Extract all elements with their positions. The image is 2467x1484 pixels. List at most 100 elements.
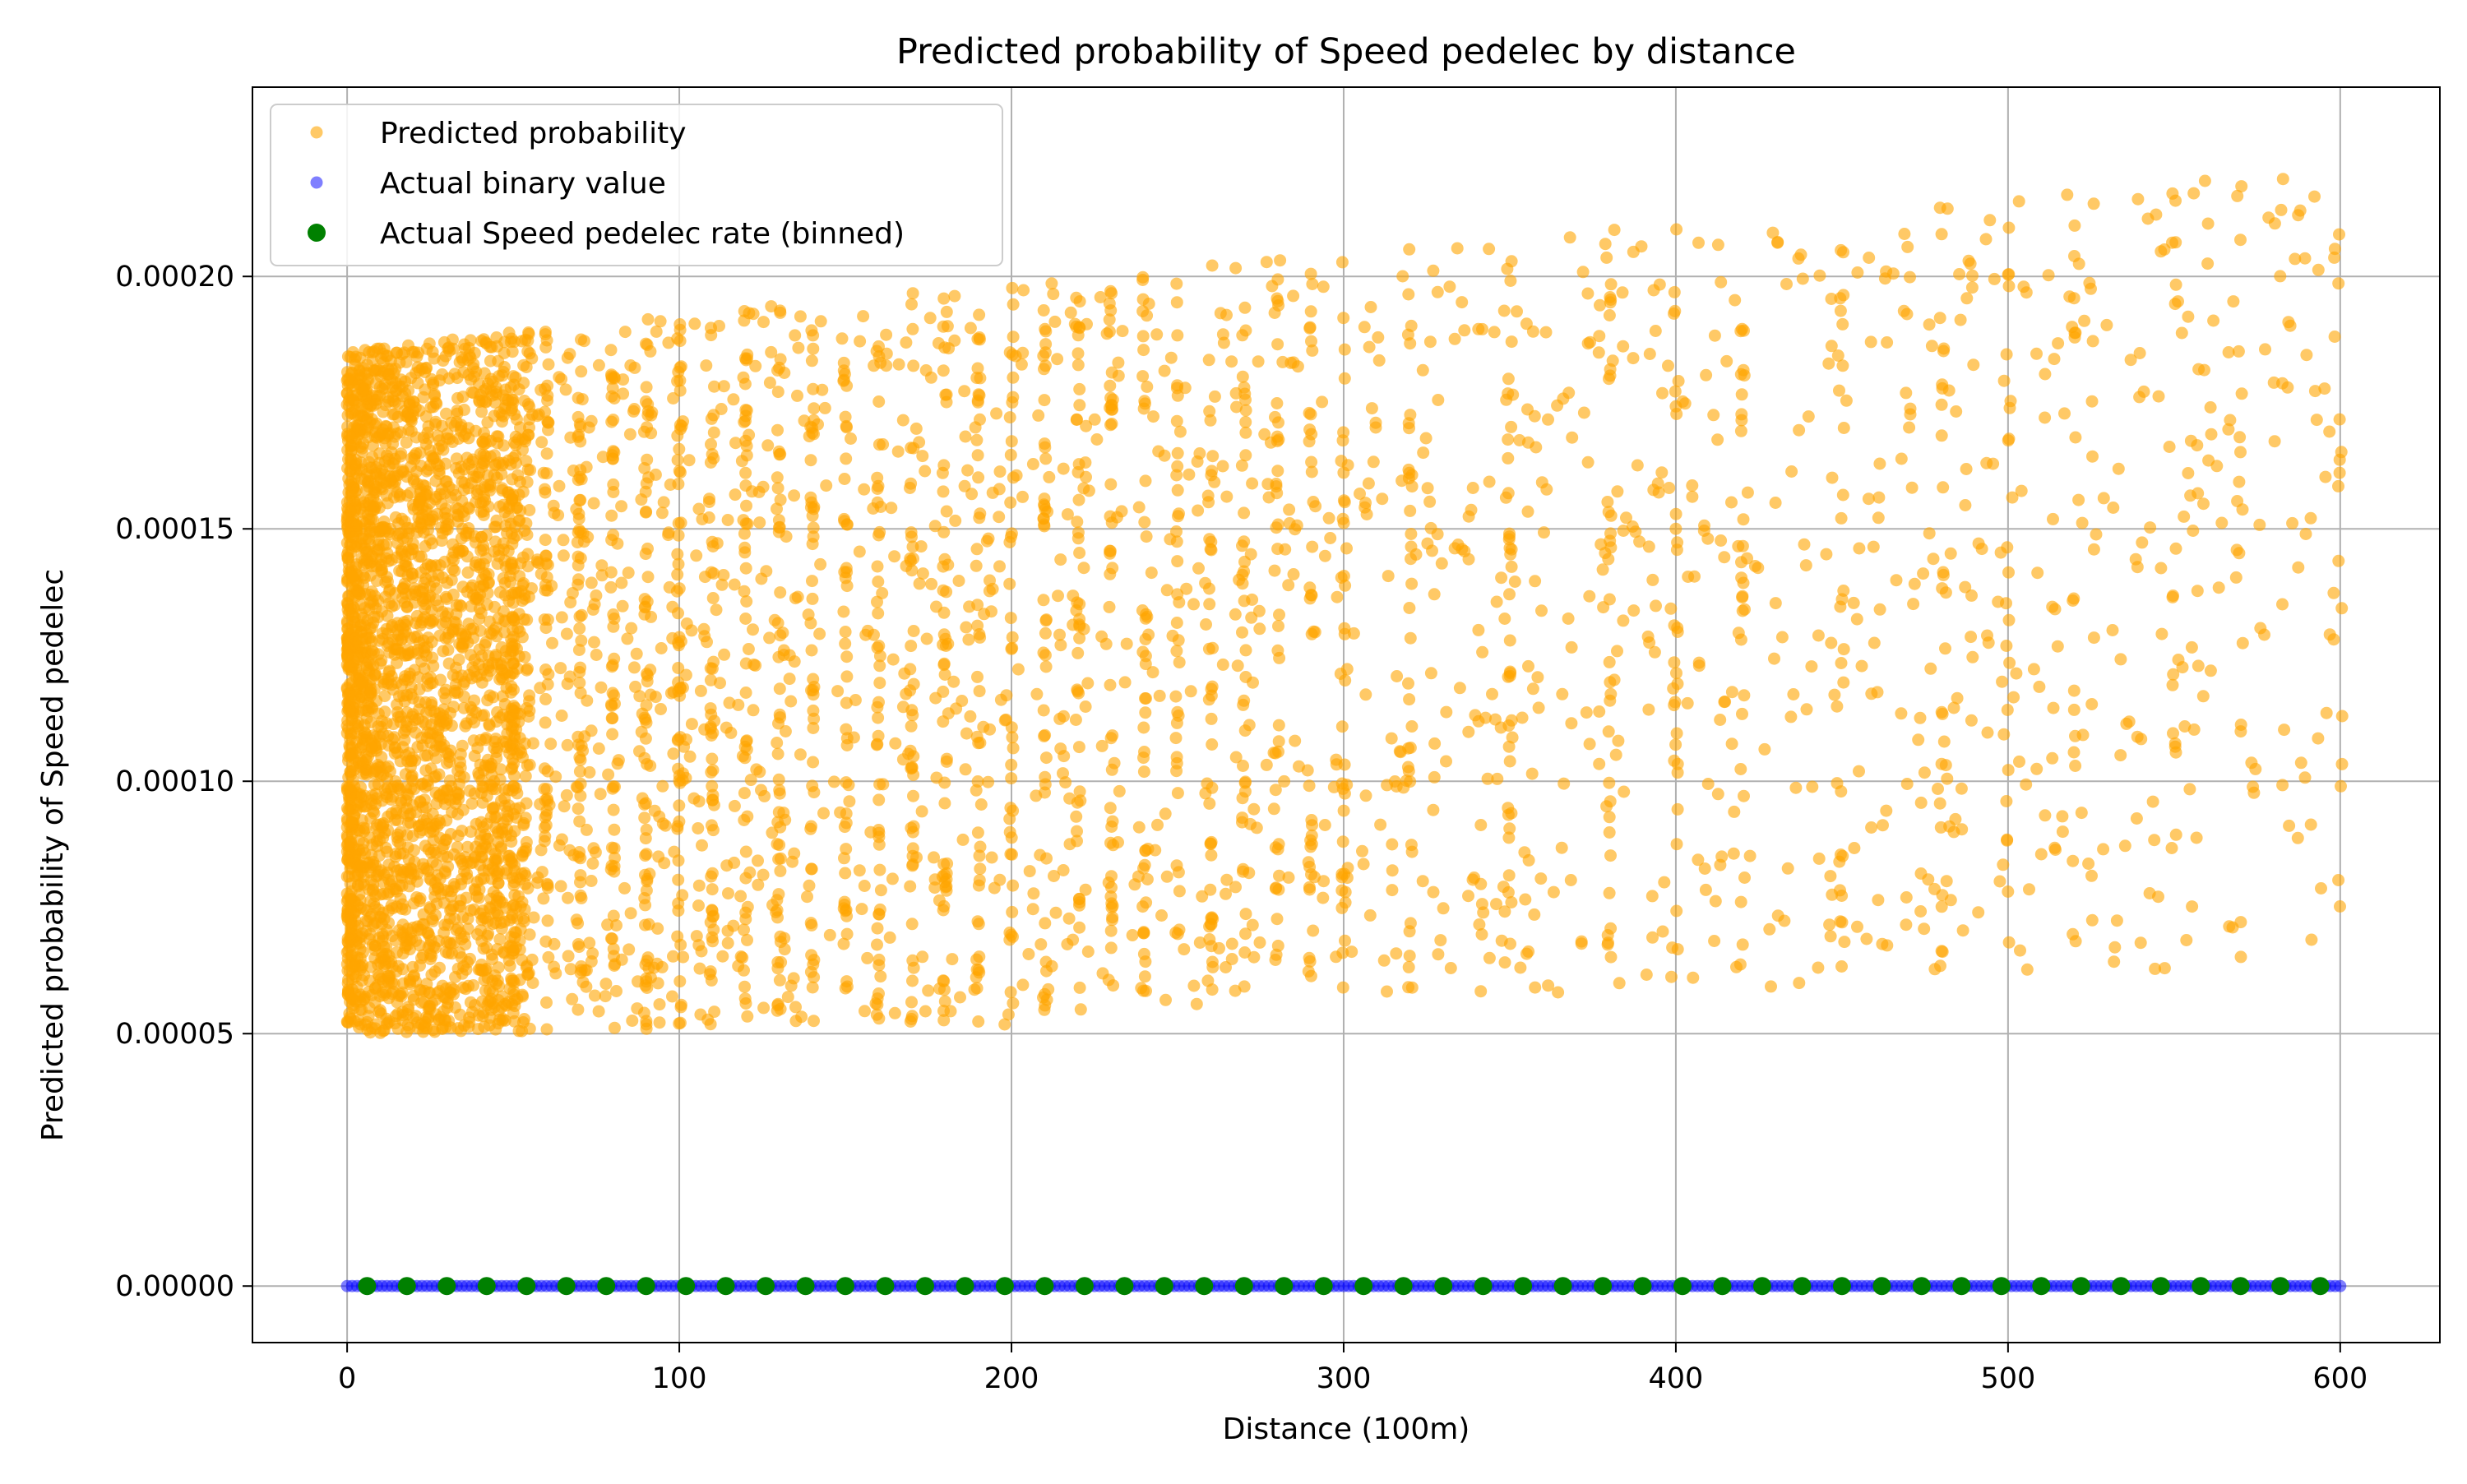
predicted-point xyxy=(458,463,470,475)
predicted-point xyxy=(640,1015,652,1027)
predicted-point xyxy=(2133,391,2145,403)
predicted-point xyxy=(871,999,883,1011)
predicted-point xyxy=(640,506,652,519)
predicted-point xyxy=(804,823,817,835)
predicted-point xyxy=(740,517,752,529)
predicted-point xyxy=(1483,952,1496,964)
predicted-point xyxy=(1599,238,1612,250)
predicted-point xyxy=(1531,671,1544,683)
predicted-point xyxy=(377,950,390,963)
predicted-point xyxy=(2119,839,2131,852)
predicted-point xyxy=(2047,513,2059,525)
predicted-point xyxy=(2123,715,2136,728)
predicted-point xyxy=(1687,972,1699,984)
predicted-point xyxy=(407,799,419,811)
predicted-point xyxy=(1082,945,1095,958)
predicted-point xyxy=(1183,469,1195,481)
predicted-point xyxy=(345,949,358,961)
predicted-point xyxy=(1527,682,1539,695)
predicted-point xyxy=(576,609,588,622)
predicted-point xyxy=(941,506,953,518)
predicted-point xyxy=(456,391,469,403)
predicted-point xyxy=(640,395,652,408)
predicted-point xyxy=(1529,982,1541,994)
predicted-point xyxy=(1562,613,1575,625)
predicted-point xyxy=(1016,358,1028,371)
predicted-point xyxy=(1488,326,1501,338)
predicted-point xyxy=(807,684,819,696)
predicted-point xyxy=(575,635,587,647)
predicted-point xyxy=(1728,806,1740,818)
predicted-point xyxy=(1800,559,1812,571)
predicted-point xyxy=(1565,717,1577,729)
predicted-point xyxy=(391,347,403,359)
predicted-point xyxy=(608,689,620,701)
plot-area xyxy=(341,173,2349,1295)
predicted-point xyxy=(555,880,567,892)
predicted-point xyxy=(1812,630,1825,642)
predicted-point xyxy=(672,478,684,490)
predicted-point xyxy=(2135,936,2147,949)
predicted-point xyxy=(424,534,436,546)
predicted-point xyxy=(1104,601,1116,613)
predicted-point xyxy=(490,649,502,661)
predicted-point xyxy=(490,515,502,527)
predicted-point xyxy=(508,409,521,421)
predicted-point xyxy=(1119,676,1132,688)
predicted-point xyxy=(673,1017,685,1029)
predicted-point xyxy=(539,835,551,848)
predicted-point xyxy=(574,765,586,778)
predicted-point xyxy=(2183,783,2196,795)
predicted-point xyxy=(2332,480,2344,492)
predicted-point xyxy=(1710,895,1722,908)
predicted-point xyxy=(376,935,388,947)
predicted-point xyxy=(755,573,767,585)
predicted-point xyxy=(370,763,382,775)
predicted-point xyxy=(342,912,354,924)
predicted-point xyxy=(528,912,540,924)
predicted-point xyxy=(1582,337,1595,349)
predicted-point xyxy=(873,954,886,966)
predicted-point xyxy=(1443,280,1456,293)
predicted-point xyxy=(442,784,454,797)
predicted-point xyxy=(562,950,575,962)
predicted-point xyxy=(357,768,369,780)
series-predicted-probability xyxy=(341,173,2349,1039)
predicted-point xyxy=(508,730,521,742)
predicted-point xyxy=(441,593,453,605)
predicted-point xyxy=(1688,571,1701,583)
predicted-point xyxy=(696,839,708,852)
predicted-point xyxy=(792,342,804,354)
predicted-point xyxy=(362,915,374,927)
predicted-point xyxy=(484,779,497,791)
predicted-point xyxy=(905,704,918,716)
predicted-point xyxy=(673,465,686,477)
predicted-point xyxy=(1425,667,1437,679)
predicted-point xyxy=(1906,482,1919,494)
predicted-point xyxy=(1187,980,1200,992)
predicted-point xyxy=(1600,252,1613,264)
predicted-point xyxy=(489,811,502,824)
predicted-point xyxy=(586,576,598,589)
predicted-point xyxy=(987,487,999,499)
predicted-point xyxy=(2254,622,2266,635)
predicted-point xyxy=(1901,241,1914,253)
predicted-point xyxy=(1918,922,1930,935)
predicted-point xyxy=(1425,522,1437,534)
predicted-point xyxy=(2078,315,2090,327)
predicted-point xyxy=(437,703,450,715)
predicted-point xyxy=(507,624,519,636)
predicted-point xyxy=(1237,371,1249,383)
predicted-point xyxy=(990,407,1002,419)
predicted-point xyxy=(778,649,790,661)
predicted-point xyxy=(1050,907,1062,919)
predicted-point xyxy=(1983,214,1996,226)
predicted-point xyxy=(757,1001,770,1014)
predicted-point xyxy=(1881,336,1893,349)
predicted-point xyxy=(1319,819,1331,831)
predicted-point xyxy=(575,552,587,565)
predicted-point xyxy=(738,814,750,826)
predicted-point xyxy=(2108,955,2120,968)
predicted-point xyxy=(1895,707,1907,719)
predicted-point xyxy=(2014,945,2026,957)
